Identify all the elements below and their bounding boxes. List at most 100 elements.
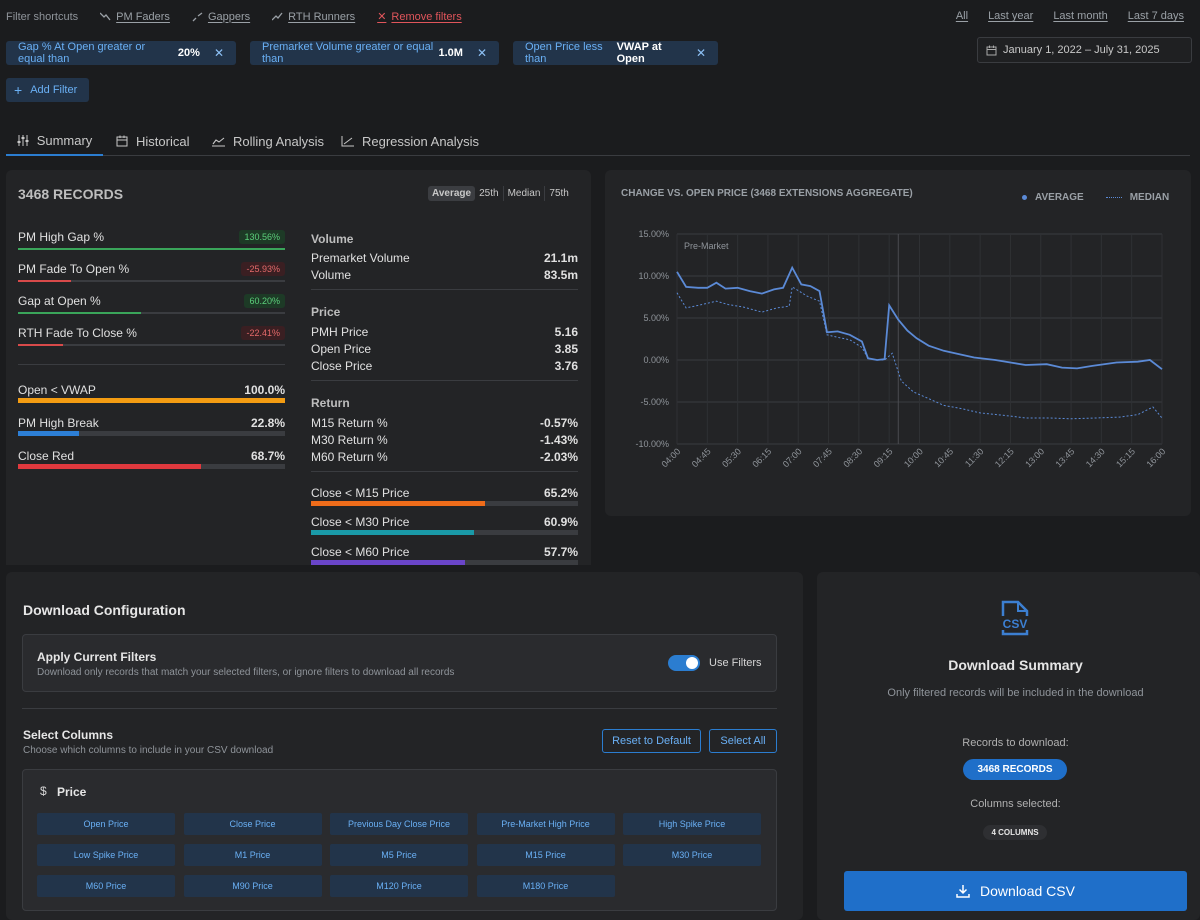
metric-label: RTH Fade To Close % (18, 326, 137, 340)
stat-75th[interactable]: 75th (549, 188, 569, 199)
close-icon: ✕ (377, 11, 387, 23)
reset-to-default-button[interactable]: Reset to Default (602, 729, 701, 753)
bar-label: Close < M30 Price (311, 515, 410, 529)
column-option[interactable]: M1 Price (183, 844, 322, 866)
download-summary-title: Download Summary (948, 657, 1083, 673)
price-row: PMH Price 5.16 (311, 325, 578, 339)
filter-chip-value: 20% (177, 47, 200, 59)
close-icon[interactable]: ✕ (213, 46, 224, 60)
tab-label: Regression Analysis (362, 133, 480, 149)
filter-chip-open-price[interactable]: Open Price less than VWAP at Open ✕ (513, 41, 718, 65)
column-option[interactable]: M90 Price (183, 875, 322, 897)
download-summary-desc: Only filtered records will be included i… (887, 687, 1144, 699)
metric-pm-high-gap: PM High Gap % 130.56% (18, 230, 285, 244)
metric-label: PM High Gap % (18, 230, 105, 244)
shortcut-pm-faders[interactable]: PM Faders (100, 11, 170, 23)
filter-chip-text: Premarket Volume greater or equal than (262, 41, 434, 65)
add-filter-button[interactable]: + Add Filter (6, 78, 89, 102)
chart-legend: AVERAGE MEDIAN (1022, 192, 1169, 203)
row-label: Premarket Volume (311, 251, 410, 265)
legend-dotted-icon (1105, 197, 1122, 198)
download-csv-button[interactable]: Download CSV (844, 871, 1187, 911)
bar-value: 60.9% (543, 515, 578, 529)
bar-value: 57.7% (543, 545, 578, 559)
trend-up-icon (272, 12, 283, 21)
x-tick-label: 09:15 (872, 446, 895, 469)
dollar-icon: $ (40, 784, 47, 798)
calendar-icon (116, 135, 128, 147)
remove-filters-link[interactable]: ✕ Remove filters (377, 10, 462, 24)
filter-chip-text: Open Price less than (525, 41, 603, 65)
x-tick-label: 04:45 (690, 446, 713, 469)
csv-icon-text: CSV (1003, 617, 1028, 631)
progress-fill (18, 431, 79, 436)
column-option[interactable]: Close Price (183, 813, 322, 835)
x-tick-label: 10:45 (932, 446, 955, 469)
close-icon[interactable]: ✕ (695, 46, 706, 60)
shortcut-rth-runners[interactable]: RTH Runners (272, 11, 355, 23)
scatter-chart-icon (341, 135, 354, 146)
row-label: M60 Return % (311, 450, 388, 464)
range-all[interactable]: All (955, 10, 969, 22)
range-last-year[interactable]: Last year (988, 10, 1034, 22)
column-option[interactable]: High Spike Price (623, 813, 761, 835)
shortcut-gappers[interactable]: Gappers (192, 11, 250, 23)
row-value: 5.16 (554, 325, 578, 339)
bar-open-vwap: Open < VWAP 100.0% (18, 383, 285, 397)
column-option[interactable]: Low Spike Price (37, 844, 175, 866)
metric-bar-fill (18, 248, 285, 250)
tab-rolling-analysis[interactable]: Rolling Analysis (212, 126, 324, 156)
metric-bar (18, 344, 285, 346)
bar-value: 22.8% (250, 416, 285, 430)
stat-25th[interactable]: 25th (475, 186, 504, 201)
records-badge: 3468 RECORDS (963, 759, 1067, 780)
column-option[interactable]: Open Price (37, 813, 175, 835)
tab-historical[interactable]: Historical (116, 126, 189, 156)
column-option[interactable]: M120 Price (330, 875, 468, 897)
stat-average[interactable]: Average (428, 186, 476, 201)
metric-label: PM Fade To Open % (18, 262, 130, 276)
apply-filters-title: Apply Current Filters (37, 650, 157, 664)
column-option[interactable]: Previous Day Close Price (330, 813, 468, 835)
tab-summary[interactable]: Summary (6, 126, 103, 156)
select-columns-desc: Choose which columns to include in your … (23, 745, 274, 756)
download-config-title: Download Configuration (23, 602, 186, 618)
filter-chip-value: VWAP at Open (616, 41, 662, 65)
range-last-month[interactable]: Last month (1053, 10, 1108, 22)
use-filters-toggle[interactable] (668, 655, 700, 671)
date-range-picker[interactable]: January 1, 2022 – July 31, 2025 (977, 37, 1192, 63)
progress-fill (18, 464, 202, 469)
volume-heading: Volume (311, 232, 354, 246)
column-option[interactable]: M15 Price (476, 844, 615, 866)
bar-close-m30: Close < M30 Price 60.9% (311, 515, 578, 529)
x-tick-label: 06:15 (750, 446, 773, 469)
bar-label: Close Red (18, 449, 75, 463)
filter-chip-gap[interactable]: Gap % At Open greater or equal than 20% ✕ (6, 41, 236, 65)
metric-label: Gap at Open % (18, 294, 101, 308)
range-last-7-days[interactable]: Last 7 days (1127, 10, 1184, 22)
filter-chip-value: 1.0M (438, 47, 463, 59)
stat-median[interactable]: Median (504, 186, 546, 201)
filter-chip-premarket-volume[interactable]: Premarket Volume greater or equal than 1.… (250, 41, 499, 65)
bar-label: Close < M60 Price (311, 545, 410, 559)
column-option[interactable]: M30 Price (623, 844, 761, 866)
y-tick-label: -10.00% (635, 439, 669, 449)
column-option[interactable]: M5 Price (330, 844, 468, 866)
download-icon (956, 885, 970, 898)
x-tick-label: 10:00 (902, 446, 925, 469)
column-option[interactable]: Pre-Market High Price (476, 813, 615, 835)
progress-bar (311, 560, 578, 565)
x-tick-label: 16:00 (1144, 446, 1167, 469)
close-icon[interactable]: ✕ (476, 46, 487, 60)
bar-value: 100.0% (244, 383, 285, 397)
divider (18, 364, 285, 365)
select-all-button[interactable]: Select All (709, 729, 777, 753)
column-option[interactable]: M60 Price (37, 875, 175, 897)
tab-regression-analysis[interactable]: Regression Analysis (341, 126, 479, 156)
bar-label: PM High Break (18, 416, 99, 430)
x-tick-label: 08:30 (841, 446, 864, 469)
row-value: -1.43% (539, 433, 578, 447)
column-option[interactable]: M180 Price (476, 875, 615, 897)
row-label: M15 Return % (311, 416, 388, 430)
return-row: M30 Return % -1.43% (311, 433, 578, 447)
